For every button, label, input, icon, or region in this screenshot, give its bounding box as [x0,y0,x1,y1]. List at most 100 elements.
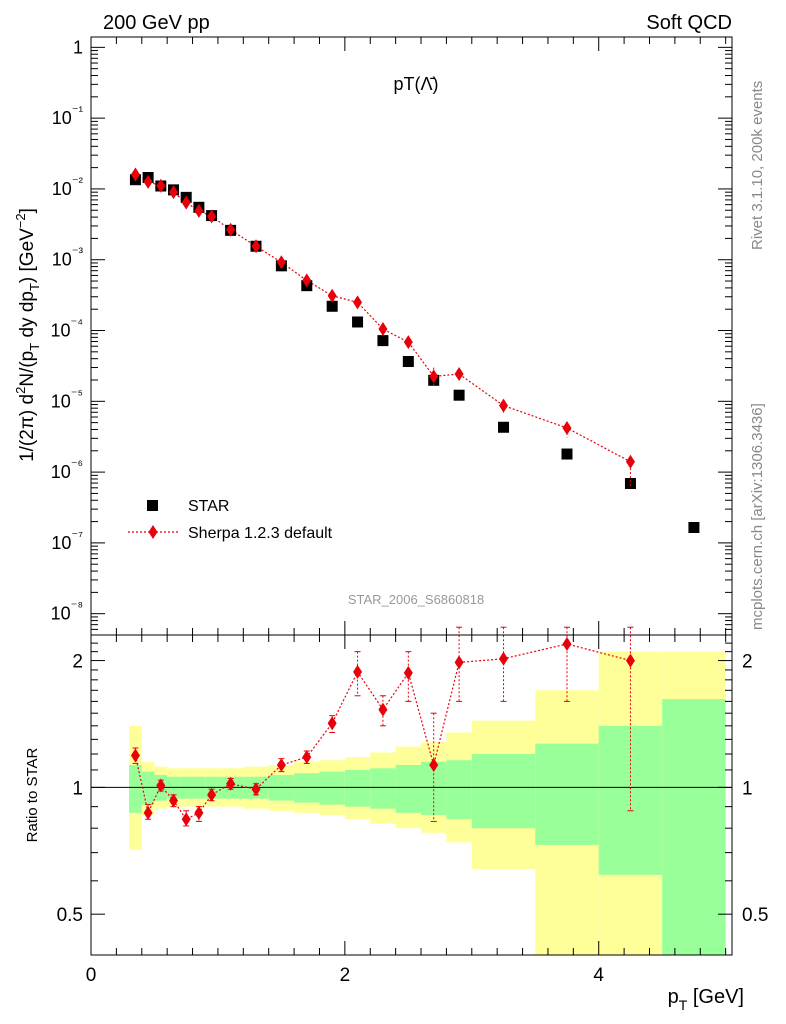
mc-point [207,209,217,224]
ratio-bands [129,651,726,955]
main-y-axis-label: 1/(2π) d2N/(pT dy dpT) [GeV−2] [13,208,42,462]
legend-mc-marker [148,525,158,539]
x-tick-label: 0 [86,965,97,986]
mc-point [454,367,464,382]
mc-point [327,288,337,303]
ratio-panel: 0.5 0.5 1 1 2 2 0 2 4 Ratio to STAR [24,626,768,986]
main-frame [90,36,733,636]
legend-data-marker [147,500,158,511]
y-tick-label: 10⁻¹ [52,103,84,128]
ratio-point [181,812,191,827]
rivet-label: Rivet 3.1.10, 200k events [749,81,766,250]
mc-point [181,195,191,210]
ratio-band-inner [319,771,345,805]
ratio-point [143,805,153,820]
ratio-point [207,787,217,802]
y-tick-label: 10⁻³ [52,245,84,270]
main-panel: 10⁻⁸ 10⁻⁷ 10⁻⁶ 10⁻⁵ 10⁻⁴ 10⁻³ 10⁻² 10⁻¹ 1 pT(Λ̄)… [13,36,733,636]
ratio-band-inner [141,771,155,805]
ratio-point [499,651,509,666]
ratio-frame [90,634,733,956]
y-tick-label: 10⁻⁴ [51,316,83,341]
x-tick-label: 4 [593,965,604,986]
ratio-point [378,702,388,717]
ratio-band-inner [446,760,472,820]
mc-point [499,398,509,413]
mc-point [251,239,261,254]
data-point [402,356,414,368]
watermark: STAR_2006_S6860818 [348,592,484,607]
mc-point [169,185,179,200]
mc-point [403,335,413,350]
data-point [561,448,573,460]
y-tick-label: 10⁻² [52,174,84,199]
ratio-band-inner [471,754,536,829]
data-point [453,389,465,401]
mcplots-label: mcplots.cern.ch [arXiv:1306.3436] [749,403,766,630]
ratio-point [429,758,439,773]
ratio-band-inner [294,773,320,803]
ratio-y-tick-label: 0.5 [57,905,83,926]
ratio-band-inner [344,769,371,807]
y-tick-label: 10⁻⁵ [51,386,83,411]
mc-point [562,420,572,435]
mc-point [143,174,153,189]
ratio-point [562,636,572,651]
x-axis-label: pT [GeV] [668,986,744,1013]
ratio-y-tick-label: 2 [72,652,83,673]
ratio-band-inner [395,765,422,813]
mc-point [156,178,166,193]
data-point [326,300,338,312]
header-left: 200 GeV pp [103,12,210,34]
legend: STAR Sherpa 1.2.3 default [128,498,333,542]
header-right: Soft QCD [646,12,732,34]
ratio-point [403,665,413,680]
mc-point [194,203,204,218]
ratio-marks [91,626,732,827]
ratio-y-tick-label-right: 2 [742,652,753,673]
ratio-band-inner [662,699,726,955]
mc-point [302,273,312,288]
mc-point [226,222,236,237]
ratio-point [276,758,286,773]
ratio-point [169,793,179,808]
ratio-y-axis-label: Ratio to STAR [24,747,41,842]
ratio-point [226,776,236,791]
mc-point [625,454,635,469]
data-point [498,421,510,433]
ratio-y-tick-label-right: 0.5 [742,905,768,926]
ratio-band-inner [129,765,142,813]
mc-point [353,295,363,310]
mc-point [276,255,286,270]
legend-data-label: STAR [188,498,229,515]
ratio-point [454,655,464,670]
plot-title: pT(Λ̄) [393,74,438,94]
data-point [352,316,364,328]
ratio-point [194,805,204,820]
ratio-point [251,782,261,797]
y-tick-label: 10⁻⁸ [51,599,83,624]
ratio-point [625,653,635,668]
ratio-point [302,750,312,765]
legend-mc-label: Sherpa 1.2.3 default [188,525,333,542]
ratio-point [327,716,337,731]
main-y-ticks: 10⁻⁸ 10⁻⁷ 10⁻⁶ 10⁻⁵ 10⁻⁴ 10⁻³ 10⁻² 10⁻¹ 1 [51,37,732,635]
mc-point [378,322,388,337]
ratio-point [156,778,166,793]
mc-point [429,369,439,384]
data-point [377,335,389,347]
y-tick-label: 10⁻⁷ [51,528,83,553]
ratio-band-inner [535,743,599,845]
ratio-y-tick-label: 1 [72,778,83,799]
ratio-y-tick-label-right: 1 [742,778,753,799]
data-point [688,521,700,533]
main-marks [129,167,700,533]
data-point [624,478,636,490]
ratio-point [353,664,363,679]
mc-point [130,167,140,182]
y-tick-label: 10⁻⁶ [51,457,83,482]
ratio-band-inner [370,768,396,809]
ratio-ticks: 0.5 0.5 1 1 2 2 0 2 4 [57,635,768,986]
y-tick-label: 1 [73,37,83,57]
